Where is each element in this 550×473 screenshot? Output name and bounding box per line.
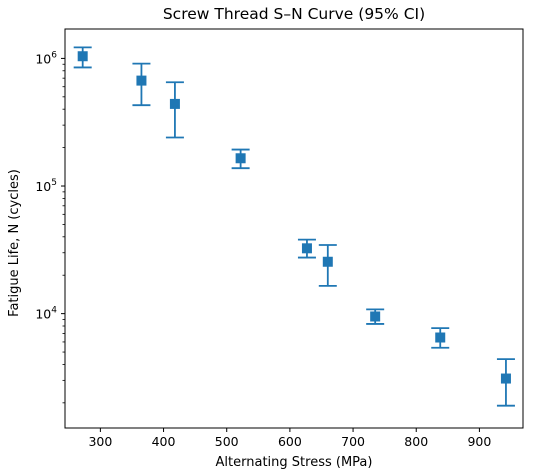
x-tick-label: 900 xyxy=(467,434,491,449)
data-point xyxy=(235,153,246,164)
data-point xyxy=(500,373,511,384)
x-tick-label: 500 xyxy=(215,434,239,449)
data-point xyxy=(435,332,446,343)
x-tick-label: 300 xyxy=(88,434,112,449)
data-point xyxy=(301,243,312,254)
x-axis-label: Alternating Stress (MPa) xyxy=(216,455,373,470)
y-tick-label: 105 xyxy=(35,178,57,194)
data-point xyxy=(322,256,333,267)
y-tick-label: 104 xyxy=(35,306,57,322)
plot-frame xyxy=(64,28,524,429)
y-tick-label: 106 xyxy=(35,50,57,66)
data-point xyxy=(169,98,180,109)
x-tick-label: 800 xyxy=(404,434,428,449)
x-tick-label: 700 xyxy=(341,434,365,449)
x-axis: 300 400 500 600 700 800 900 xyxy=(88,428,491,449)
x-tick-label: 400 xyxy=(152,434,176,449)
data-point xyxy=(370,311,381,322)
y-axis-label: Fatigue Life, N (cycles) xyxy=(7,169,22,317)
x-tick-label: 600 xyxy=(278,434,302,449)
data-series xyxy=(73,46,515,407)
data-point xyxy=(136,75,147,86)
data-point xyxy=(77,51,88,62)
y-axis: 104 105 106 xyxy=(35,50,65,404)
chart-title: Screw Thread S–N Curve (95% CI) xyxy=(163,5,425,23)
